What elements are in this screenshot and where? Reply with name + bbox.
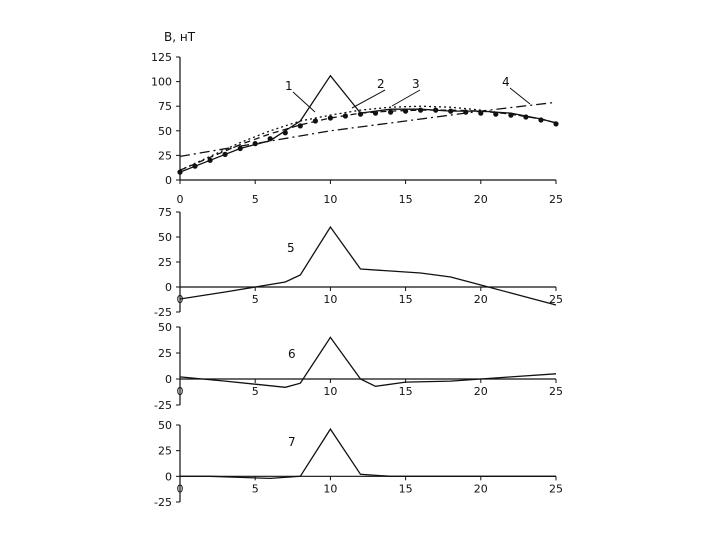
data-point-marker bbox=[478, 110, 484, 116]
data-point-marker bbox=[327, 115, 333, 121]
x-tick-label: 25 bbox=[549, 482, 563, 495]
data-point-marker bbox=[297, 123, 303, 129]
data-point-marker bbox=[523, 114, 529, 120]
y-tick-label: 50 bbox=[158, 321, 172, 334]
x-tick-label: 15 bbox=[399, 293, 413, 306]
data-point-marker bbox=[538, 117, 544, 123]
y-tick-label: 0 bbox=[165, 470, 172, 483]
y-tick-label: 75 bbox=[158, 100, 172, 113]
curve-label-leader bbox=[391, 89, 421, 107]
x-tick-label: 10 bbox=[323, 385, 337, 398]
y-tick-label: 0 bbox=[165, 174, 172, 187]
chart-panel-6: -25 0 25 50 0 5 10 15 20 25 6 bbox=[154, 321, 563, 412]
x-tick-label: 25 bbox=[549, 385, 563, 398]
data-point-marker bbox=[237, 145, 243, 152]
x-tick-label: 0 bbox=[177, 293, 184, 306]
series-line-2 bbox=[179, 105, 557, 171]
curve-label-5: 5 bbox=[287, 241, 295, 255]
curve-label-2: 2 bbox=[377, 77, 385, 91]
data-point-marker bbox=[252, 141, 258, 147]
data-point-marker bbox=[388, 109, 394, 115]
data-point-marker bbox=[433, 107, 439, 113]
data-point-marker bbox=[463, 109, 469, 115]
data-point-marker bbox=[282, 130, 288, 136]
data-point-marker bbox=[177, 169, 183, 175]
data-point-marker bbox=[207, 157, 213, 163]
curve-label-6: 6 bbox=[288, 347, 296, 361]
x-tick-label: 20 bbox=[474, 293, 488, 306]
y-tick-label: 50 bbox=[158, 231, 172, 244]
y-tick-label: 25 bbox=[158, 347, 172, 360]
y-tick-label: 50 bbox=[158, 419, 172, 432]
x-tick-label: 15 bbox=[399, 385, 413, 398]
data-point-marker bbox=[508, 112, 514, 118]
curve-label-leader bbox=[351, 89, 386, 109]
data-point-marker bbox=[553, 121, 559, 127]
x-tick-label: 10 bbox=[323, 482, 337, 495]
chart-panel-7: -25 0 25 50 0 5 10 15 20 25 7 bbox=[154, 419, 563, 509]
data-point-marker bbox=[403, 108, 409, 114]
y-tick-label: 50 bbox=[158, 125, 172, 138]
y-tick-label: -25 bbox=[154, 306, 172, 319]
data-point-marker bbox=[312, 118, 318, 124]
y-tick-label: -25 bbox=[154, 399, 172, 412]
x-tick-label: 20 bbox=[474, 193, 488, 206]
data-point-marker bbox=[222, 151, 228, 157]
x-tick-label: 10 bbox=[323, 193, 337, 206]
chart-panel-top: 0 25 50 75 100 125 0 5 10 15 20 25 B, нТ 1 2 3 4 bbox=[151, 30, 563, 206]
x-tick-label: 25 bbox=[549, 193, 563, 206]
series-line-6 bbox=[179, 336, 557, 388]
x-tick-label: 0 bbox=[177, 482, 184, 495]
data-point-marker bbox=[357, 111, 364, 117]
data-point-marker bbox=[372, 110, 379, 116]
curve-label-7: 7 bbox=[288, 435, 296, 449]
y-tick-label: 125 bbox=[151, 51, 172, 64]
data-point-marker bbox=[418, 107, 424, 113]
series-line-4 bbox=[179, 101, 557, 158]
x-tick-label: 5 bbox=[252, 293, 259, 306]
y-axis-label: B, нТ bbox=[164, 30, 196, 44]
series-line-3 bbox=[179, 109, 557, 171]
series-line-7 bbox=[180, 427, 556, 480]
x-tick-label: 20 bbox=[474, 385, 488, 398]
x-tick-label: 0 bbox=[177, 385, 184, 398]
x-tick-label: 25 bbox=[549, 293, 563, 306]
y-tick-label: 0 bbox=[165, 281, 172, 294]
y-tick-label: 25 bbox=[158, 445, 172, 458]
x-tick-label: 10 bbox=[323, 293, 337, 306]
data-point-marker bbox=[342, 113, 348, 119]
x-tick-label: 15 bbox=[399, 482, 413, 495]
chart-panel-5: -25 0 25 50 75 0 5 10 15 20 25 5 bbox=[154, 206, 563, 319]
x-tick-label: 5 bbox=[252, 193, 259, 206]
x-tick-label: 5 bbox=[252, 482, 259, 495]
y-tick-label: 25 bbox=[158, 256, 172, 269]
y-tick-label: -25 bbox=[154, 496, 172, 509]
data-point-marker bbox=[448, 108, 454, 114]
series-line-5 bbox=[179, 225, 557, 306]
curve-label-leader bbox=[509, 87, 531, 105]
curve-label-1: 1 bbox=[285, 79, 293, 93]
x-tick-label: 15 bbox=[399, 193, 413, 206]
y-tick-label: 0 bbox=[165, 373, 172, 386]
curve-label-leader bbox=[292, 91, 316, 113]
x-tick-label: 5 bbox=[252, 385, 259, 398]
x-tick-label: 20 bbox=[474, 482, 488, 495]
y-tick-label: 25 bbox=[158, 149, 172, 162]
curve-label-3: 3 bbox=[412, 77, 420, 91]
y-tick-label: 100 bbox=[151, 76, 172, 89]
y-tick-label: 75 bbox=[158, 206, 172, 219]
series-line-1 bbox=[179, 74, 557, 173]
curve-label-4: 4 bbox=[502, 75, 510, 89]
data-point-marker bbox=[493, 111, 499, 117]
data-point-marker bbox=[192, 163, 198, 169]
data-point-marker bbox=[267, 136, 273, 142]
x-tick-label: 0 bbox=[177, 193, 184, 206]
